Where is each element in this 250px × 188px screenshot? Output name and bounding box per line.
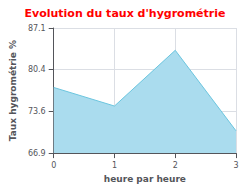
svg-text:1: 1: [112, 161, 117, 170]
svg-text:73.6: 73.6: [28, 107, 46, 116]
svg-text:80.4: 80.4: [28, 65, 46, 74]
svg-text:66.9: 66.9: [28, 149, 46, 158]
svg-text:0: 0: [51, 161, 56, 170]
svg-text:Evolution du taux d'hygrométri: Evolution du taux d'hygrométrie: [25, 7, 226, 20]
svg-text:3: 3: [233, 161, 238, 170]
svg-text:heure par heure: heure par heure: [104, 174, 186, 184]
svg-text:87.1: 87.1: [28, 24, 46, 33]
svg-text:2: 2: [173, 161, 178, 170]
svg-text:Taux hygrométrie %: Taux hygrométrie %: [8, 40, 18, 141]
